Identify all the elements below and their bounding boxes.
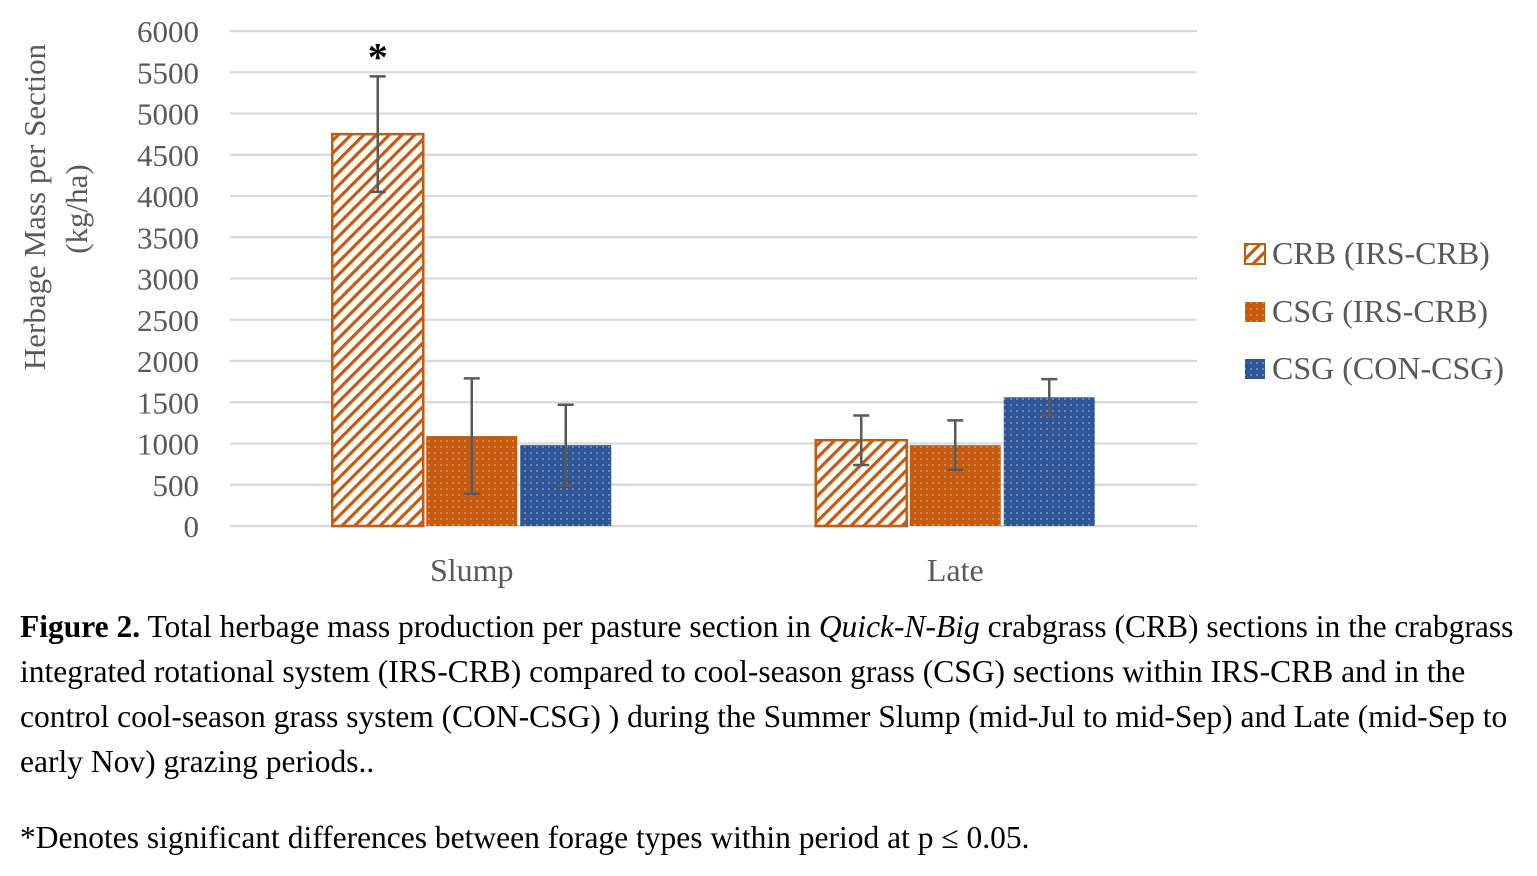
- category-labels: Slump Late: [430, 552, 984, 588]
- y-axis-label-line1: Herbage Mass per Section: [17, 43, 52, 370]
- y-tick-labels: 0 500 1000 1500 2000 2500 3000 3500 4000 4500 5000…: [137, 14, 199, 544]
- y-tick-label: 3000: [137, 262, 199, 297]
- category-label: Late: [927, 552, 984, 588]
- category-label: Slump: [430, 552, 514, 588]
- y-tick-label: 5000: [137, 97, 199, 132]
- footnote: *Denotes significant differences between…: [20, 820, 1030, 855]
- y-tick-label: 2500: [137, 303, 199, 338]
- y-tick-label: 6000: [137, 14, 199, 49]
- bar: [1003, 397, 1095, 526]
- legend-swatch: [1244, 243, 1266, 265]
- bar-chart: 0 500 1000 1500 2000 2500 3000 3500 4000 4500 5000…: [17, 14, 1504, 588]
- significance-marker: *: [368, 34, 388, 79]
- y-axis-label-line2: (kg/ha): [59, 164, 94, 254]
- y-axis-label: Herbage Mass per Section (kg/ha): [17, 43, 94, 370]
- caption-text-b: crabgrass (CRB) sections in the crabgras…: [20, 609, 1514, 779]
- caption-label: Figure 2.: [20, 609, 141, 644]
- bar: [331, 132, 425, 528]
- y-tick-label: 4000: [137, 179, 199, 214]
- legend-label: CSG (CON-CSG): [1272, 350, 1504, 386]
- y-tick-label: 5500: [137, 55, 199, 90]
- legend-swatch: [1245, 302, 1265, 322]
- figure-caption: Figure 2. Total herbage mass production …: [20, 604, 1530, 784]
- bars: [331, 132, 1095, 528]
- legend: CRB (IRS-CRB) CSG (IRS-CRB) CSG (CON-CSG): [1244, 235, 1504, 386]
- y-tick-label: 500: [153, 468, 200, 503]
- legend-label: CRB (IRS-CRB): [1272, 235, 1490, 271]
- y-tick-label: 3500: [137, 220, 199, 255]
- y-tick-label: 0: [184, 509, 200, 544]
- legend-swatch: [1245, 359, 1265, 379]
- y-tick-label: 2000: [137, 344, 199, 379]
- error-bars: *: [368, 34, 1058, 496]
- legend-label: CSG (IRS-CRB): [1272, 293, 1488, 329]
- y-tick-label: 1000: [137, 427, 199, 462]
- y-tick-label: 1500: [137, 385, 199, 420]
- y-tick-label: 4500: [137, 138, 199, 173]
- caption-italic: Quick-N-Big: [818, 609, 980, 644]
- caption-text-a: Total herbage mass production per pastur…: [140, 609, 819, 644]
